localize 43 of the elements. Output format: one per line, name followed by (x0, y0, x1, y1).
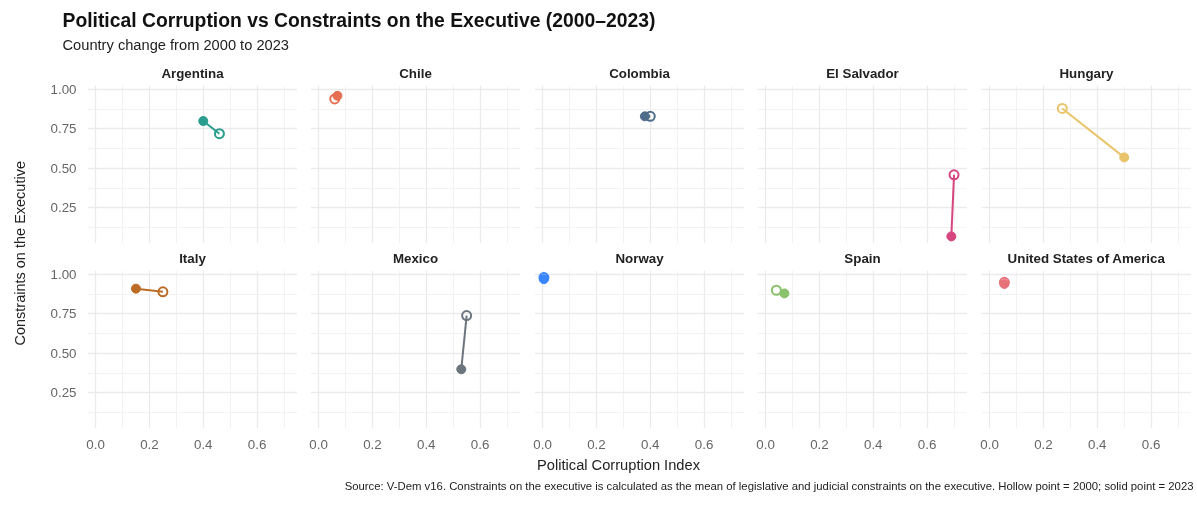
y-tick-label: 0.25 (50, 200, 77, 216)
x-tick-label: 0.2 (586, 436, 606, 452)
y-tick-label: 0.50 (50, 160, 77, 176)
x-tick-label: 0.0 (309, 436, 328, 452)
x-tick-label: 0.4 (417, 436, 437, 452)
x-tick-label: 0.6 (694, 436, 713, 452)
x-tick-label: 0.2 (810, 436, 829, 452)
x-tick-label: 0.4 (1087, 436, 1107, 452)
x-tick-label: 0.0 (979, 436, 999, 452)
chart-title: Hungary (1058, 65, 1114, 81)
y-tick-label: 0.25 (50, 385, 77, 401)
y-tick-label: 1.00 (50, 81, 77, 97)
x-tick-label: 0.6 (917, 436, 937, 452)
x-tick-label: 0.6 (247, 436, 266, 452)
x-tick-label: 0.2 (363, 436, 382, 452)
y-tick-label: 1.00 (50, 266, 77, 282)
chart-title: Argentina (160, 65, 224, 81)
x-tick-label: 0.0 (532, 436, 552, 452)
chart-title: United States of America (1007, 250, 1165, 266)
text: Country change from 2000 to 2023 (62, 36, 290, 53)
chart-title: Norway (614, 250, 664, 266)
chart-title: Mexico (392, 250, 439, 266)
text: Political Corruption Index (537, 456, 701, 473)
x-tick-label: 0.6 (1141, 436, 1160, 452)
y-tick-label: 0.50 (50, 345, 77, 361)
x-tick-label: 0.0 (756, 436, 775, 452)
x-tick-label: 0.2 (139, 436, 159, 452)
x-tick-label: 0.2 (1033, 436, 1053, 452)
source-note: Source: V-Dem v16. Constraints on the executive is calculated as the mean of legislative and judicial constraints on the executive. Hollow point = 2000; solid point = 2023 (344, 479, 1194, 492)
text: Political Corruption vs Constraints on the Executive (2000–2023) (62, 10, 656, 31)
y-tick-label: 0.75 (50, 306, 77, 322)
x-tick-label: 0.4 (640, 436, 660, 452)
x-tick-label: 0.4 (193, 436, 213, 452)
x-tick-label: 0.4 (864, 436, 884, 452)
chart-title: Spain (844, 250, 881, 266)
y-tick-label: 0.75 (50, 121, 77, 137)
chart-title: Colombia (608, 65, 670, 81)
x-tick-label: 0.0 (85, 436, 105, 452)
chart-title: Chile (399, 65, 432, 81)
x-tick-label: 0.6 (470, 436, 490, 452)
chart-title: Italy (178, 250, 206, 266)
chart-title: El Salvador (826, 65, 899, 81)
text: Constraints on the Executive (10, 160, 29, 346)
